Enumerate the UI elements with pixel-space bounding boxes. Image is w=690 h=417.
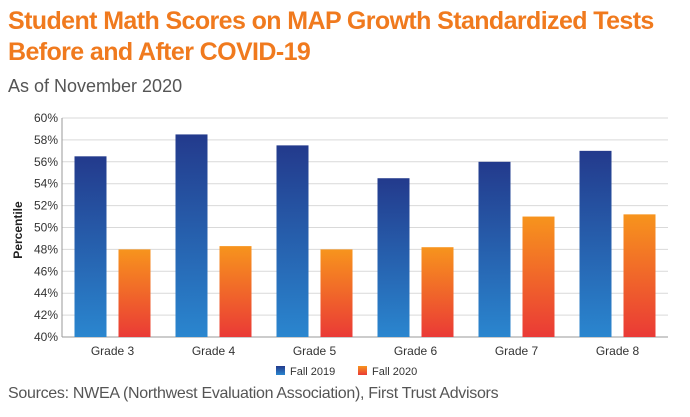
x-tick-label: Grade 3: [91, 344, 135, 358]
y-tick-label: 46%: [34, 264, 58, 278]
y-axis-label: Percentile: [11, 201, 25, 259]
y-axis-ticks: 40% 42% 44% 46% 48% 50% 52% 54% 56% 58% 60%: [34, 111, 58, 344]
chart-subtitle: As of November 2020: [8, 76, 183, 96]
y-tick-label: 40%: [34, 330, 58, 344]
legend-label: Fall 2019: [290, 366, 335, 378]
legend: Fall 2019 Fall 2020: [276, 366, 417, 378]
y-tick-label: 56%: [34, 155, 58, 169]
legend-swatch: [358, 366, 367, 375]
bar-fall-2019-grade-7: [478, 161, 511, 337]
legend-label: Fall 2020: [372, 366, 417, 378]
bar-fall-2019-grade-8: [579, 150, 612, 337]
bars: [74, 134, 656, 337]
bar-fall-2019-grade-6: [377, 178, 410, 337]
gridlines: [61, 117, 668, 338]
y-tick-label: 50%: [34, 221, 58, 235]
y-tick-label: 60%: [34, 111, 58, 125]
chart-title-line-1: Student Math Scores on MAP Growth Standa…: [8, 7, 654, 35]
bar-fall-2020-grade-3: [118, 249, 151, 337]
chart-title-line-2: Before and After COVID-19: [8, 38, 311, 66]
bar-fall-2020-grade-6: [421, 247, 454, 337]
chart-title: Student Math Scores on MAP Growth Standa…: [8, 6, 654, 68]
legend-swatch: [276, 366, 285, 375]
bar-fall-2020-grade-4: [219, 246, 252, 337]
bar-fall-2020-grade-8: [623, 214, 656, 337]
x-tick-label: Grade 7: [495, 344, 539, 358]
y-tick-label: 48%: [34, 242, 58, 256]
x-tick-label: Grade 6: [394, 344, 438, 358]
x-tick-label: Grade 5: [293, 344, 337, 358]
bar-fall-2020-grade-7: [522, 216, 555, 337]
y-tick-label: 42%: [34, 308, 58, 322]
y-tick-label: 44%: [34, 286, 58, 300]
y-tick-label: 52%: [34, 199, 58, 213]
y-tick-label: 58%: [34, 133, 58, 147]
source-note: Sources: NWEA (Northwest Evaluation Asso…: [8, 385, 499, 402]
x-tick-label: Grade 4: [192, 344, 236, 358]
bar-fall-2019-grade-5: [276, 145, 309, 337]
bar-fall-2020-grade-5: [320, 249, 353, 337]
x-tick-label: Grade 8: [596, 344, 640, 358]
bar-fall-2019-grade-4: [175, 134, 208, 337]
x-axis-ticks: Grade 3 Grade 4 Grade 5 Grade 6 Grade 7 Grade…: [91, 344, 640, 358]
y-tick-label: 54%: [34, 177, 58, 191]
bar-fall-2019-grade-3: [74, 156, 107, 337]
